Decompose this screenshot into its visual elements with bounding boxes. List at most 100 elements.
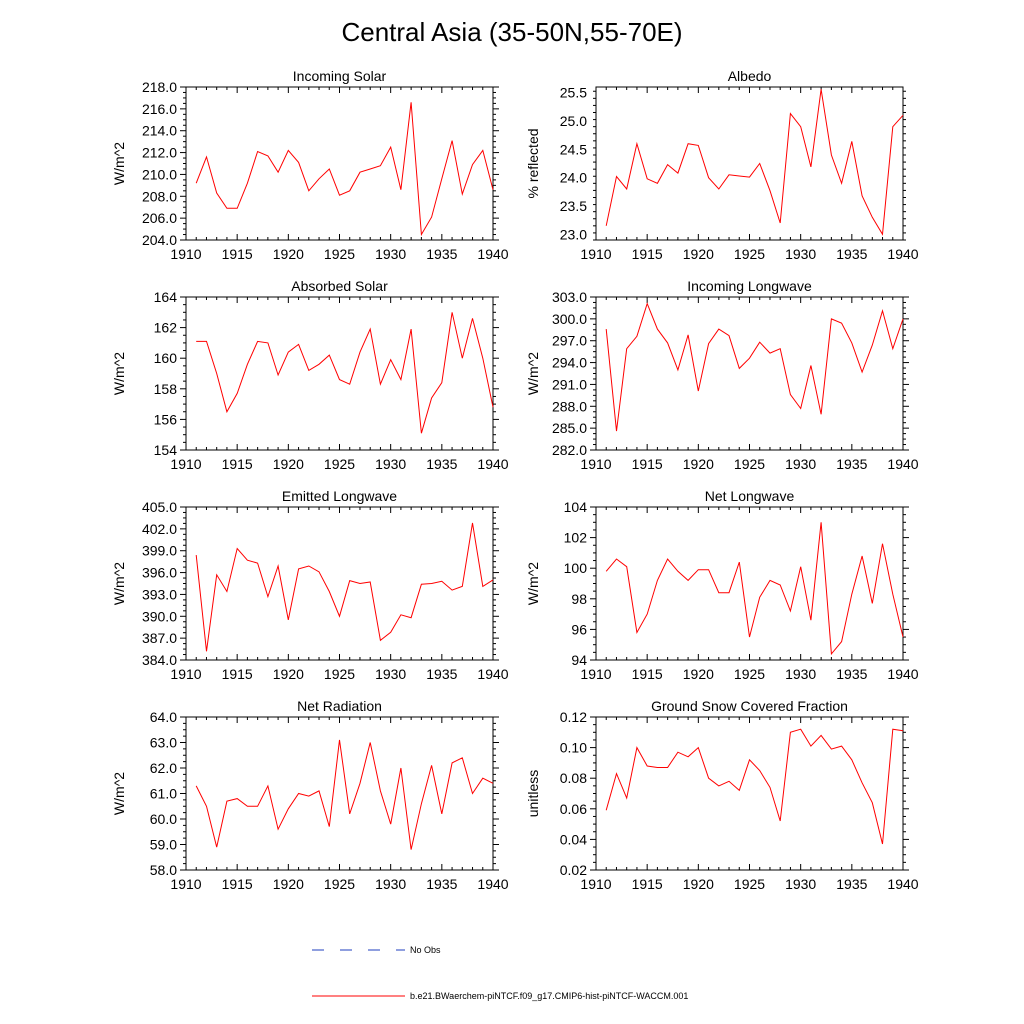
emitted-longwave-xtick-label: 1910 [170, 666, 201, 682]
albedo-xtick-label: 1935 [836, 246, 867, 262]
ground-snow-covered-fraction-ytick-label: 0.12 [560, 709, 587, 725]
net-radiation-ytick-label: 62.0 [150, 760, 177, 776]
albedo-frame [595, 86, 904, 241]
net-radiation-ytick-label: 63.0 [150, 735, 177, 751]
incoming-solar-series-line [195, 102, 494, 237]
net-longwave-xtick-label: 1940 [887, 666, 918, 682]
albedo-ytick-label: 24.0 [560, 170, 587, 186]
incoming-solar-ytick-label: 208.0 [142, 188, 177, 204]
incoming-solar-ytick-label: 210.0 [142, 166, 177, 182]
albedo-ytick-label: 23.0 [560, 226, 587, 242]
net-radiation-xtick-label: 1930 [375, 876, 406, 892]
incoming-longwave-ytick-label: 297.0 [552, 333, 587, 349]
emitted-longwave-xtick-label: 1935 [426, 666, 457, 682]
net-radiation-ytick-label: 61.0 [150, 786, 177, 802]
net-longwave-panel: Net Longwave 1910 1915 1920 1925 1930 1935 1940… [525, 488, 919, 682]
incoming-longwave-ytick-label: 282.0 [552, 442, 587, 458]
albedo-xtick-label: 1915 [632, 246, 663, 262]
albedo-series-line [605, 89, 904, 236]
albedo-xtick-label: 1920 [683, 246, 714, 262]
incoming-longwave-xtick-label: 1920 [683, 456, 714, 472]
net-radiation-ytick-label: 64.0 [150, 709, 177, 725]
incoming-longwave-ytick-label: 300.0 [552, 311, 587, 327]
net-longwave-xtick-label: 1915 [632, 666, 663, 682]
ground-snow-covered-fraction-xtick-label: 1935 [836, 876, 867, 892]
incoming-solar-ylabel: W/m^2 [111, 142, 127, 185]
absorbed-solar-series-line [196, 312, 494, 434]
incoming-solar-xtick-label: 1915 [222, 246, 253, 262]
ground-snow-covered-fraction-ylabel: unitless [525, 770, 541, 817]
incoming-longwave-ytick-label: 294.0 [552, 355, 587, 371]
emitted-longwave-ylabel: W/m^2 [111, 562, 127, 605]
incoming-solar-ytick-label: 218.0 [142, 79, 177, 95]
incoming-longwave-ytick-label: 285.0 [552, 420, 587, 436]
incoming-longwave-xtick-label: 1925 [734, 456, 765, 472]
absorbed-solar-ylabel: W/m^2 [111, 352, 127, 395]
ground-snow-covered-fraction-xtick-label: 1910 [580, 876, 611, 892]
emitted-longwave-ytick-label: 396.0 [142, 565, 177, 581]
incoming-solar-ytick-label: 206.0 [142, 210, 177, 226]
legend-no-obs-label: No Obs [410, 945, 441, 955]
albedo-title: Albedo [728, 68, 772, 84]
ground-snow-covered-fraction-frame [595, 716, 904, 871]
albedo-xtick-label: 1940 [887, 246, 918, 262]
incoming-solar-ytick-label: 216.0 [142, 101, 177, 117]
incoming-longwave-ylabel: W/m^2 [525, 352, 541, 395]
emitted-longwave-title: Emitted Longwave [282, 488, 397, 504]
emitted-longwave-xtick-label: 1925 [324, 666, 355, 682]
emitted-longwave-ytick-label: 402.0 [142, 521, 177, 537]
net-radiation-ytick-label: 58.0 [150, 862, 177, 878]
figure-title: Central Asia (35-50N,55-70E) [341, 17, 682, 47]
incoming-solar-xtick-label: 1910 [170, 246, 201, 262]
albedo-ylabel: % reflected [525, 128, 541, 198]
albedo-ytick-label: 24.5 [560, 141, 587, 157]
incoming-solar-xtick-label: 1925 [324, 246, 355, 262]
absorbed-solar-xtick-label: 1915 [222, 456, 253, 472]
incoming-solar-frame [185, 86, 494, 241]
emitted-longwave-ytick-label: 405.0 [142, 499, 177, 515]
net-longwave-ylabel: W/m^2 [525, 562, 541, 605]
absorbed-solar-xtick-label: 1910 [170, 456, 201, 472]
ground-snow-covered-fraction-xtick-label: 1940 [887, 876, 918, 892]
incoming-solar-ytick-label: 214.0 [142, 123, 177, 139]
albedo-ytick-label: 25.5 [560, 85, 587, 101]
net-longwave-ytick-label: 98 [571, 591, 587, 607]
net-longwave-ytick-label: 94 [571, 652, 587, 668]
ground-snow-covered-fraction-title: Ground Snow Covered Fraction [651, 698, 848, 714]
albedo-ytick-label: 25.0 [560, 113, 587, 129]
ground-snow-covered-fraction-xtick-label: 1930 [785, 876, 816, 892]
emitted-longwave-xtick-label: 1930 [375, 666, 406, 682]
net-longwave-title: Net Longwave [705, 488, 795, 504]
albedo-xtick-label: 1910 [580, 246, 611, 262]
net-radiation-xtick-label: 1925 [324, 876, 355, 892]
net-longwave-xtick-label: 1925 [734, 666, 765, 682]
emitted-longwave-xtick-label: 1940 [477, 666, 508, 682]
absorbed-solar-xtick-label: 1925 [324, 456, 355, 472]
ground-snow-covered-fraction-ytick-label: 0.06 [560, 801, 587, 817]
albedo-panel: Albedo 1910 1915 1920 1925 1930 1935 1940 23.0 23… [525, 68, 919, 262]
net-longwave-series-line [605, 522, 904, 656]
absorbed-solar-xtick-label: 1940 [477, 456, 508, 472]
emitted-longwave-series-line [195, 522, 494, 652]
net-radiation-title: Net Radiation [297, 698, 382, 714]
incoming-longwave-ytick-label: 288.0 [552, 398, 587, 414]
net-radiation-ytick-label: 59.0 [150, 837, 177, 853]
incoming-longwave-xtick-label: 1935 [836, 456, 867, 472]
ground-snow-covered-fraction-xtick-label: 1925 [734, 876, 765, 892]
net-longwave-ytick-label: 100 [564, 560, 588, 576]
ground-snow-covered-fraction-xtick-label: 1915 [632, 876, 663, 892]
ground-snow-covered-fraction-ytick-label: 0.10 [560, 740, 587, 756]
net-longwave-xtick-label: 1930 [785, 666, 816, 682]
ground-snow-covered-fraction-panel: Ground Snow Covered Fraction 1910 1915 1920… [525, 698, 919, 892]
emitted-longwave-ytick-label: 387.0 [142, 630, 177, 646]
incoming-longwave-panel: Incoming Longwave 1910 1915 1920 1925 1930 193… [525, 278, 919, 472]
albedo-xtick-label: 1930 [785, 246, 816, 262]
ground-snow-covered-fraction-series-line [605, 728, 904, 845]
absorbed-solar-panel: Absorbed Solar 1910 1915 1920 1925 1930 1935 19… [111, 278, 509, 472]
net-longwave-xtick-label: 1920 [683, 666, 714, 682]
ground-snow-covered-fraction-xtick-label: 1920 [683, 876, 714, 892]
absorbed-solar-xtick-label: 1935 [426, 456, 457, 472]
net-longwave-xtick-label: 1935 [836, 666, 867, 682]
emitted-longwave-ytick-label: 384.0 [142, 652, 177, 668]
absorbed-solar-ytick-label: 162 [154, 320, 178, 336]
